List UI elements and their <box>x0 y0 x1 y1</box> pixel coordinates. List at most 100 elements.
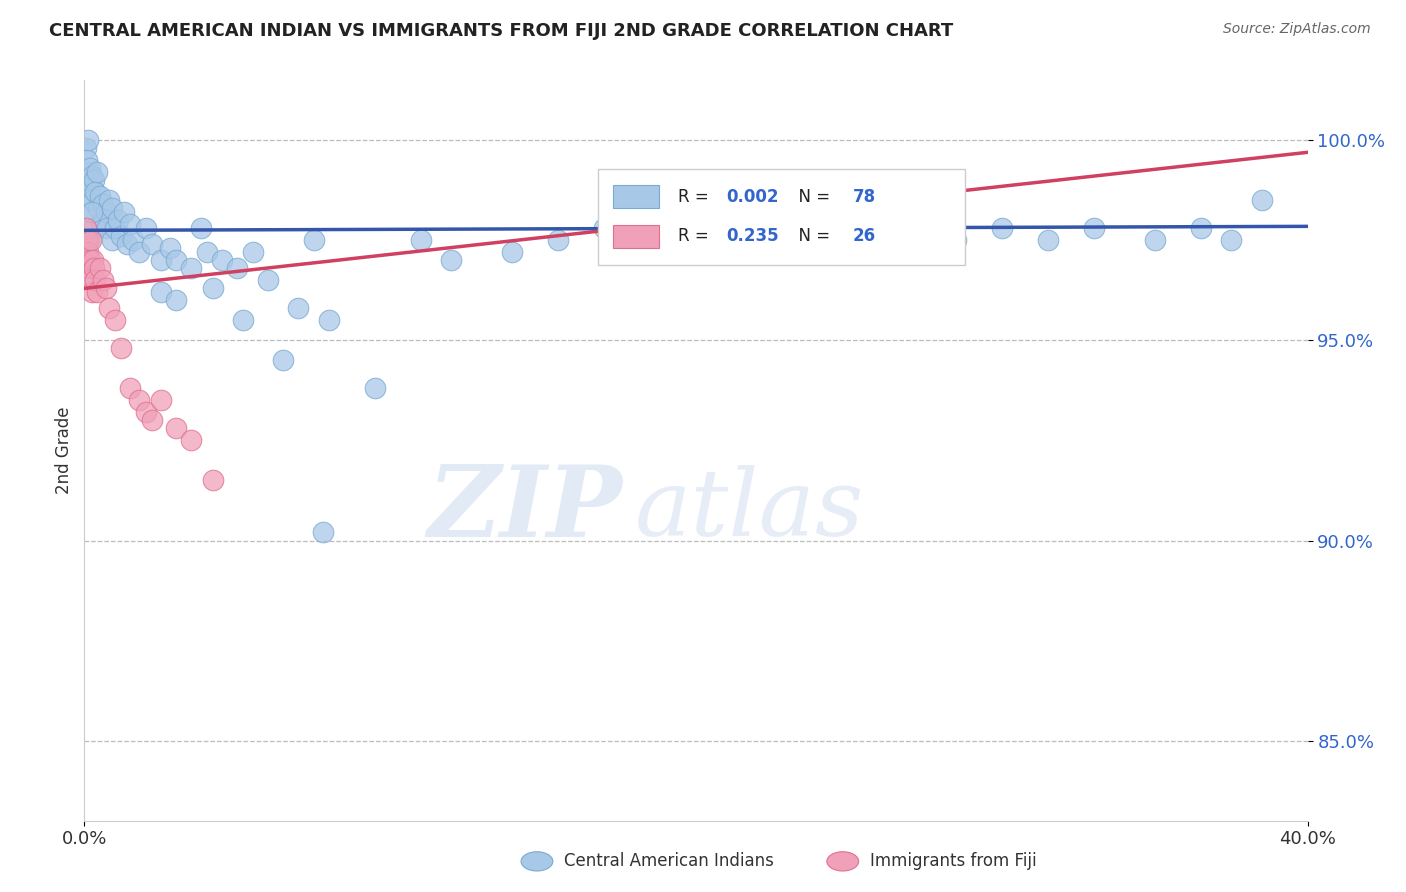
Point <box>90 218 112 232</box>
Point <box>242 245 264 260</box>
Text: 0.235: 0.235 <box>727 227 779 245</box>
Text: 0.002: 0.002 <box>727 187 779 205</box>
Point <box>89 189 111 203</box>
Point <box>1036 233 1059 247</box>
Point <box>135 221 157 235</box>
Point <box>112 205 135 219</box>
Point <box>211 253 233 268</box>
Point <box>141 413 163 427</box>
Point <box>84 273 107 287</box>
Point <box>91 273 114 287</box>
Point <box>440 253 463 268</box>
Point <box>75 141 97 155</box>
Point <box>271 353 294 368</box>
Point <box>869 233 891 247</box>
Point <box>84 186 107 200</box>
Point <box>101 233 124 247</box>
Point <box>747 221 769 235</box>
Point <box>547 233 569 247</box>
Point <box>77 245 100 260</box>
Point <box>165 253 187 268</box>
Point <box>1083 221 1105 235</box>
Point <box>76 233 98 247</box>
Point <box>364 381 387 395</box>
Point <box>80 205 103 219</box>
Point <box>1189 221 1212 235</box>
Point <box>638 233 661 247</box>
Point <box>94 281 117 295</box>
Point <box>180 434 202 448</box>
Text: Central American Indians: Central American Indians <box>564 853 773 871</box>
Point <box>165 293 187 308</box>
Text: Source: ZipAtlas.com: Source: ZipAtlas.com <box>1223 22 1371 37</box>
Point <box>104 221 127 235</box>
Point <box>87 202 110 216</box>
Point <box>201 474 224 488</box>
Text: R =: R = <box>678 187 714 205</box>
Point <box>122 233 145 247</box>
Bar <box>613 186 659 208</box>
Point <box>120 381 142 395</box>
Point <box>79 253 101 268</box>
Point <box>97 301 120 316</box>
Point <box>502 245 524 260</box>
Point <box>80 205 103 219</box>
Text: R =: R = <box>678 227 714 245</box>
Point <box>149 393 172 408</box>
Point <box>195 245 218 260</box>
Point <box>83 221 105 235</box>
Point <box>91 197 114 211</box>
FancyBboxPatch shape <box>598 169 965 266</box>
Point <box>991 221 1014 235</box>
Point <box>77 261 100 276</box>
Point <box>82 194 104 208</box>
Bar <box>613 226 659 248</box>
Point <box>141 237 163 252</box>
Point <box>97 194 120 208</box>
Point <box>135 405 157 419</box>
Point <box>669 245 692 260</box>
Point <box>1250 194 1272 208</box>
Text: atlas: atlas <box>636 465 865 555</box>
Point <box>120 218 142 232</box>
Text: ZIP: ZIP <box>427 461 623 558</box>
Point <box>226 261 249 276</box>
Point <box>86 285 108 300</box>
Point <box>128 393 150 408</box>
Point <box>792 233 814 247</box>
Point <box>128 245 150 260</box>
Point <box>82 253 104 268</box>
Point <box>79 161 101 176</box>
Point <box>115 237 138 252</box>
Point <box>159 241 181 255</box>
Point <box>77 233 100 247</box>
Point <box>302 233 325 247</box>
Point <box>94 205 117 219</box>
Point <box>287 301 309 316</box>
Point <box>89 261 111 276</box>
Text: Immigrants from Fiji: Immigrants from Fiji <box>870 853 1036 871</box>
Text: N =: N = <box>787 187 835 205</box>
Point <box>232 313 254 327</box>
Point <box>93 213 115 227</box>
Point <box>80 285 103 300</box>
Point <box>165 421 187 435</box>
Point <box>83 173 105 187</box>
Point <box>180 261 202 276</box>
Point <box>898 221 921 235</box>
Text: 26: 26 <box>852 227 876 245</box>
Point <box>318 313 340 327</box>
Point <box>80 233 103 247</box>
Point <box>76 153 98 168</box>
Point <box>80 169 103 184</box>
Point <box>700 233 723 247</box>
Point <box>190 221 212 235</box>
Point <box>75 194 97 208</box>
Point <box>96 221 118 235</box>
Point <box>86 165 108 179</box>
Text: N =: N = <box>787 227 835 245</box>
Point <box>110 342 132 356</box>
Point <box>77 133 100 147</box>
Circle shape <box>827 852 859 871</box>
Point <box>201 281 224 295</box>
